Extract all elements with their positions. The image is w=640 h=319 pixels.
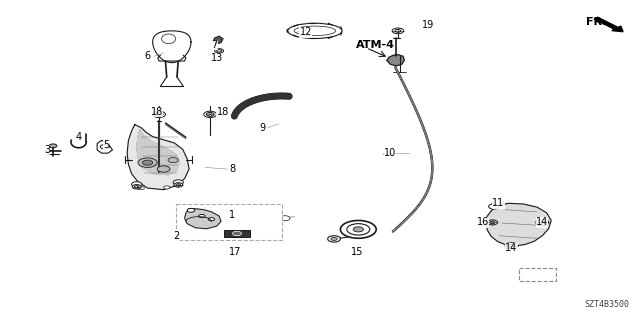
Circle shape — [164, 186, 170, 189]
Circle shape — [331, 237, 337, 241]
Text: 15: 15 — [351, 247, 363, 256]
Circle shape — [156, 113, 163, 116]
Polygon shape — [486, 203, 551, 246]
Text: B-2: B-2 — [521, 269, 538, 278]
Polygon shape — [387, 55, 404, 66]
Circle shape — [153, 111, 166, 118]
Circle shape — [173, 180, 183, 185]
Bar — [176, 204, 282, 241]
Circle shape — [217, 50, 221, 52]
Polygon shape — [184, 209, 221, 229]
Circle shape — [198, 214, 205, 218]
Text: 16: 16 — [477, 217, 489, 227]
Circle shape — [214, 49, 223, 53]
Circle shape — [138, 187, 145, 190]
Circle shape — [539, 221, 545, 224]
Circle shape — [168, 158, 178, 163]
Circle shape — [395, 29, 401, 32]
Circle shape — [536, 219, 548, 226]
Circle shape — [100, 145, 109, 149]
Text: 10: 10 — [384, 148, 396, 158]
Text: 3: 3 — [44, 145, 51, 155]
Circle shape — [232, 231, 241, 236]
Text: 13: 13 — [211, 53, 224, 63]
Text: 14: 14 — [536, 217, 548, 227]
Polygon shape — [137, 130, 179, 175]
Text: 1: 1 — [229, 210, 236, 220]
Circle shape — [490, 221, 495, 224]
Circle shape — [204, 111, 216, 118]
Circle shape — [340, 220, 376, 238]
Text: 18: 18 — [151, 107, 163, 117]
Text: FR.: FR. — [586, 17, 606, 26]
FancyArrow shape — [594, 17, 623, 32]
Text: 4: 4 — [76, 132, 82, 142]
Circle shape — [132, 182, 142, 187]
Polygon shape — [127, 124, 189, 190]
Circle shape — [353, 227, 364, 232]
Circle shape — [176, 184, 180, 186]
Bar — [519, 268, 556, 281]
Circle shape — [508, 244, 515, 248]
Text: SZT4B3500: SZT4B3500 — [585, 300, 630, 309]
Circle shape — [488, 204, 499, 209]
Circle shape — [208, 218, 214, 221]
Text: 8: 8 — [229, 164, 236, 174]
Circle shape — [132, 185, 141, 189]
Text: 17: 17 — [229, 247, 242, 256]
Text: 14: 14 — [505, 243, 518, 253]
Circle shape — [280, 216, 290, 221]
Text: 12: 12 — [300, 27, 312, 37]
Polygon shape — [213, 36, 223, 44]
Text: 5: 5 — [103, 140, 109, 150]
Text: 11: 11 — [492, 198, 505, 208]
Text: 9: 9 — [260, 123, 266, 133]
Circle shape — [505, 243, 518, 249]
Circle shape — [328, 236, 340, 242]
Circle shape — [157, 166, 170, 172]
Circle shape — [143, 160, 153, 165]
Text: ATM-4: ATM-4 — [356, 40, 395, 49]
Circle shape — [538, 273, 545, 276]
Circle shape — [49, 144, 57, 148]
Circle shape — [173, 183, 182, 187]
Bar — [224, 230, 250, 237]
Circle shape — [347, 224, 370, 235]
Circle shape — [487, 220, 497, 225]
Text: 6: 6 — [145, 51, 151, 61]
Circle shape — [535, 271, 548, 278]
Circle shape — [392, 28, 404, 34]
Circle shape — [206, 113, 214, 116]
Circle shape — [138, 158, 157, 167]
Text: 19: 19 — [422, 19, 435, 30]
Circle shape — [134, 186, 139, 188]
Circle shape — [187, 208, 195, 212]
Text: 2: 2 — [173, 231, 179, 241]
Text: 7: 7 — [211, 40, 218, 50]
Text: 18: 18 — [216, 107, 228, 117]
